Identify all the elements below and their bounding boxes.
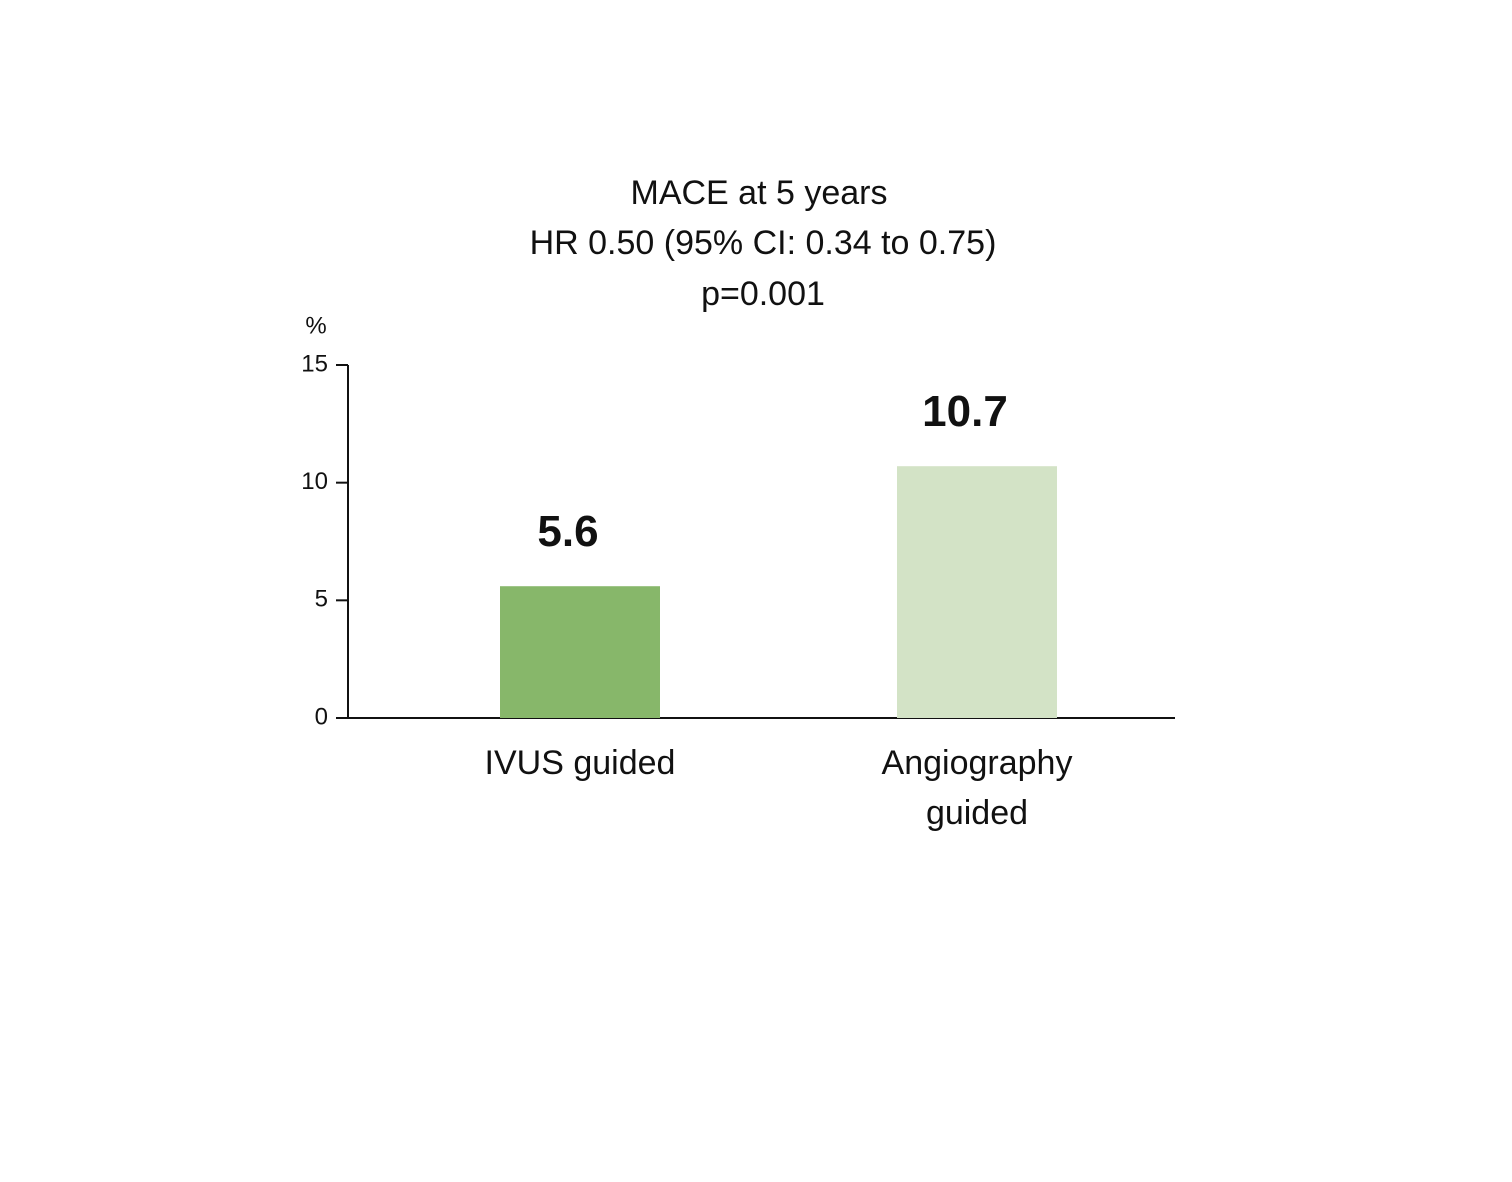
bar <box>500 586 660 718</box>
y-tick-label: 0 <box>315 703 328 730</box>
y-tick-label: 5 <box>315 586 328 613</box>
bar <box>897 466 1057 718</box>
y-tick-label: 10 <box>301 468 328 495</box>
y-axis-label: % <box>305 312 326 339</box>
chart-title: MACE at 5 years <box>631 174 888 212</box>
value-label: 5.6 <box>537 507 598 556</box>
value-label: 10.7 <box>922 387 1008 436</box>
x-tick-label: Angiography guided <box>881 744 1073 832</box>
y-tick-label: 15 <box>301 350 328 377</box>
chart-subtitle: HR 0.50 (95% CI: 0.34 to 0.75) <box>530 224 997 262</box>
chart-subtitle: p=0.001 <box>701 275 825 313</box>
x-tick-label: IVUS guided <box>484 744 676 782</box>
